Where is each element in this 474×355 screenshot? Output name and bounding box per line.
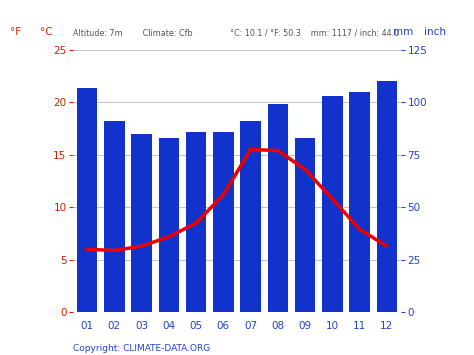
Bar xyxy=(349,92,370,312)
Bar xyxy=(213,132,234,312)
Bar xyxy=(268,104,288,312)
Bar xyxy=(77,88,97,312)
Text: °F: °F xyxy=(10,27,21,37)
Bar xyxy=(131,134,152,312)
Text: °C: °C xyxy=(40,27,53,37)
Bar xyxy=(377,81,397,312)
Bar xyxy=(240,121,261,312)
Text: mm: mm xyxy=(393,27,414,37)
Bar xyxy=(186,132,206,312)
Text: inch: inch xyxy=(424,27,446,37)
Bar xyxy=(159,138,179,312)
Text: Copyright: CLIMATE-DATA.ORG: Copyright: CLIMATE-DATA.ORG xyxy=(73,344,211,353)
Bar xyxy=(104,121,125,312)
Text: Altitude: 7m        Climate: Cfb               °C: 10.1 / °F: 50.3    mm: 1117 /: Altitude: 7m Climate: Cfb °C: 10.1 / °F:… xyxy=(73,28,400,37)
Bar xyxy=(295,138,315,312)
Bar xyxy=(322,96,343,312)
